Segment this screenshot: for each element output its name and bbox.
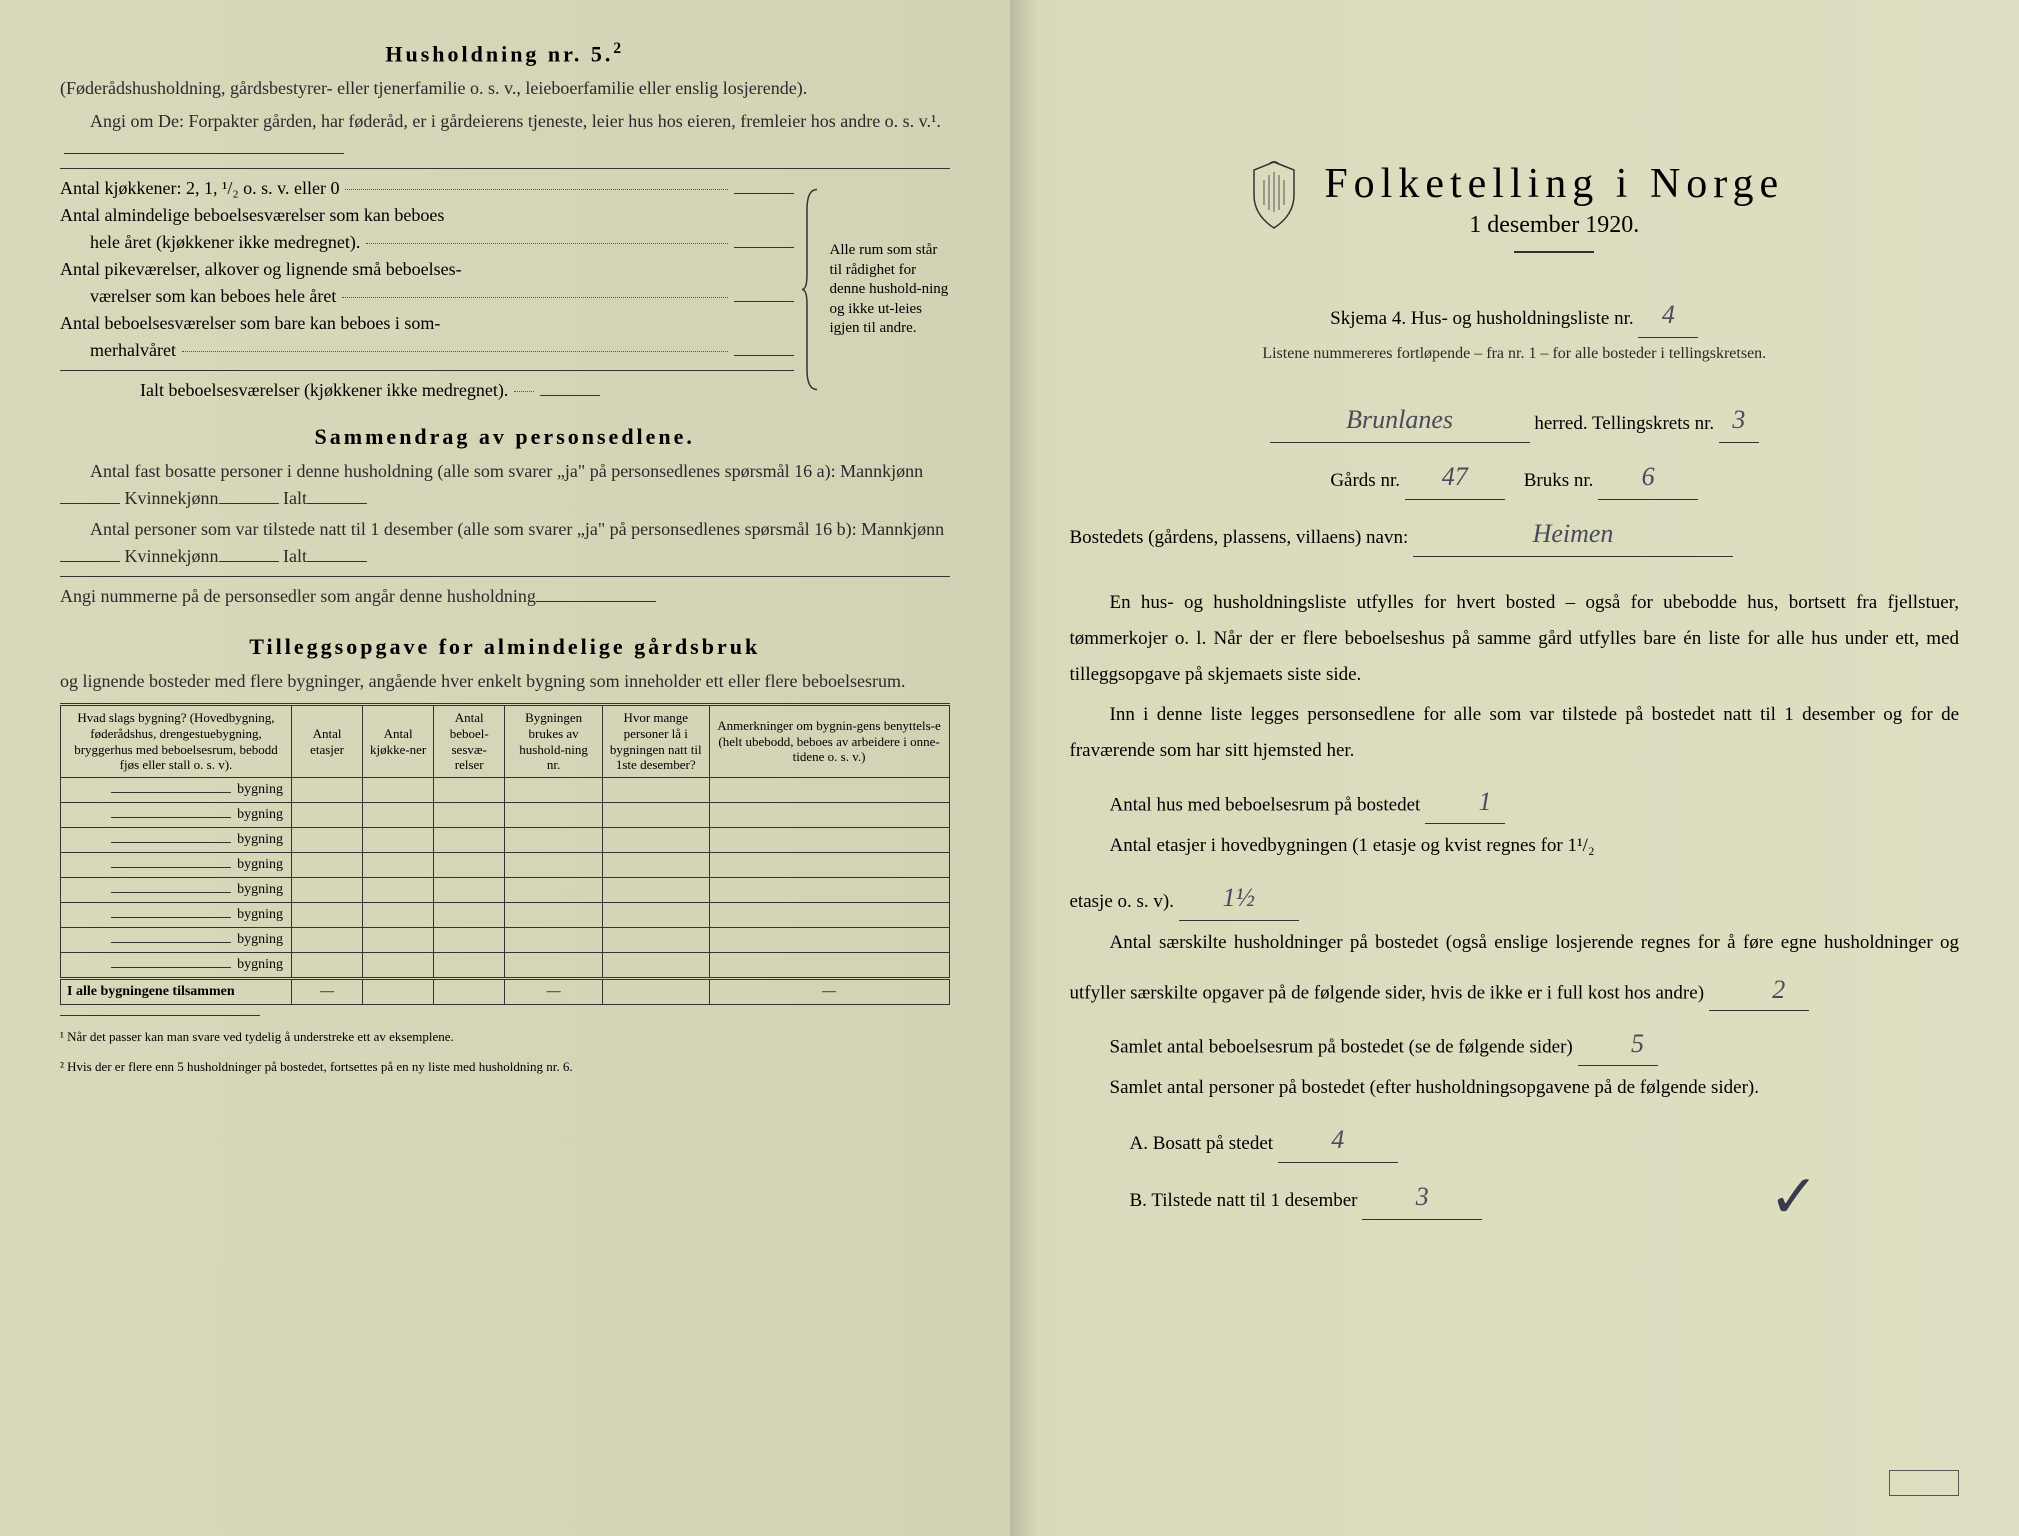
- q2-val: 1½: [1222, 883, 1255, 912]
- q4-val: 5: [1631, 1029, 1644, 1058]
- brace-icon: [802, 175, 822, 404]
- rooms2b: værelser som kan beboes hele året: [60, 283, 336, 310]
- right-page: Folketelling i Norge 1 desember 1920. Sk…: [1010, 0, 2019, 1536]
- qB-val: 3: [1416, 1182, 1429, 1211]
- q2-line-a: Antal etasjer i hovedbygningen (1 etasje…: [1070, 828, 1960, 864]
- main-title: Folketelling i Norge: [1324, 160, 1784, 208]
- th-4: Bygningen brukes av hushold-ning nr.: [505, 705, 603, 777]
- table-row: bygning: [61, 927, 950, 952]
- q3-val: 2: [1772, 975, 1785, 1004]
- th-5: Hvor mange personer lå i bygningen natt …: [602, 705, 709, 777]
- table-row: bygning: [61, 852, 950, 877]
- herred-val: Brunlanes: [1346, 405, 1453, 434]
- rule: [60, 168, 950, 169]
- summary-title: Sammendrag av personsedlene.: [60, 424, 950, 450]
- table-row: bygning: [61, 777, 950, 802]
- heading-husholdning-5: Husholdning nr. 5.2: [60, 40, 950, 67]
- skjema-val: 4: [1662, 300, 1675, 329]
- q4-line: Samlet antal beboelsesrum på bostedet (s…: [1070, 1015, 1960, 1065]
- left-page: Husholdning nr. 5.2 (Føderådshusholdning…: [0, 0, 1010, 1536]
- herred-line: Brunlanes herred. Tellingskrets nr. 3: [1070, 390, 1960, 443]
- qA-line: A. Bosatt på stedet 4: [1070, 1110, 1960, 1163]
- angi-text: Angi om De: Forpakter gården, har føderå…: [60, 108, 950, 162]
- footnote-2: ² Hvis der er flere enn 5 husholdninger …: [60, 1058, 950, 1076]
- th-0: Hvad slags bygning? (Hovedbygning, føder…: [61, 705, 292, 777]
- rooms3a: Antal beboelsesværelser som bare kan beb…: [60, 310, 440, 337]
- th-6: Anmerkninger om bygnin-gens benyttels-e …: [709, 705, 949, 777]
- crest-icon: [1244, 160, 1304, 230]
- q1-line: Antal hus med beboelsesrum på bostedet 1: [1070, 773, 1960, 823]
- printer-stamp: [1889, 1470, 1959, 1496]
- qA-val: 4: [1331, 1125, 1344, 1154]
- dash: —: [292, 978, 363, 1004]
- rooms1b: hele året (kjøkkener ikke medregnet).: [60, 229, 360, 256]
- right-body: En hus- og husholdningsliste utfylles fo…: [1070, 585, 1960, 1220]
- brace-text: Alle rum som står til rådighet for denne…: [830, 175, 950, 404]
- checkmark-icon: ✓: [1769, 1137, 1819, 1257]
- right-header: Folketelling i Norge 1 desember 1920.: [1070, 160, 1960, 265]
- table-row: bygning: [61, 802, 950, 827]
- th-3: Antal beboel-sesvæ-relser: [434, 705, 505, 777]
- table-row: bygning: [61, 952, 950, 978]
- addl-sub: og lignende bosteder med flere bygninger…: [60, 668, 950, 695]
- bosted-line: Bostedets (gårdens, plassens, villaens) …: [1070, 504, 1960, 557]
- krets-val: 3: [1732, 405, 1745, 434]
- q1-val: 1: [1479, 787, 1492, 816]
- kitchens-label: Antal kjøkkener: 2, 1, ¹/₂ o. s. v. elle…: [60, 175, 339, 202]
- rooms1a: Antal almindelige beboelsesværelser som …: [60, 202, 444, 229]
- divider: [1514, 251, 1594, 253]
- summary-1: Antal fast bosatte personer i denne hush…: [60, 458, 950, 512]
- summary-2: Antal personer som var tilstede natt til…: [60, 516, 950, 570]
- bosted-val: Heimen: [1533, 519, 1614, 548]
- table-row: bygning: [61, 827, 950, 852]
- rooms2a: Antal pikeværelser, alkover og lignende …: [60, 256, 462, 283]
- dash: —: [709, 978, 949, 1004]
- rooms-total: Ialt beboelsesværelser (kjøkkener ikke m…: [140, 377, 508, 404]
- gards-val: 47: [1442, 462, 1468, 491]
- total-label: I alle bygningene tilsammen: [61, 978, 292, 1004]
- summary-3: Angi nummerne på de personsedler som ang…: [60, 583, 950, 610]
- bruks-val: 6: [1642, 462, 1655, 491]
- rooms3b: merhalvåret: [60, 337, 176, 364]
- q3-line: Antal særskilte husholdninger på bostede…: [1070, 925, 1960, 1011]
- gards-line: Gårds nr. 47 Bruks nr. 6: [1070, 447, 1960, 500]
- listene: Listene nummereres fortløpende – fra nr.…: [1070, 342, 1960, 366]
- q2-line-b: etasje o. s. v). 1½: [1070, 868, 1960, 921]
- para1: En hus- og husholdningsliste utfylles fo…: [1070, 585, 1960, 693]
- th-2: Antal kjøkke-ner: [363, 705, 434, 777]
- qB-line: B. Tilstede natt til 1 desember 3 ✓: [1070, 1167, 1960, 1220]
- th-1: Antal etasjer: [292, 705, 363, 777]
- subtitle: 1 desember 1920.: [1324, 212, 1784, 239]
- addl-title: Tilleggsopgave for almindelige gårdsbruk: [60, 634, 950, 660]
- footnote-1: ¹ Når det passer kan man svare ved tydel…: [60, 1028, 950, 1046]
- dash: —: [505, 978, 603, 1004]
- para2: Inn i denne liste legges personsedlene f…: [1070, 697, 1960, 769]
- q5-line: Samlet antal personer på bostedet (efter…: [1070, 1070, 1960, 1106]
- bygning-table: Hvad slags bygning? (Hovedbygning, føder…: [60, 703, 950, 1004]
- table-row: bygning: [61, 902, 950, 927]
- table-row: bygning: [61, 877, 950, 902]
- room-block: Antal kjøkkener: 2, 1, ¹/₂ o. s. v. elle…: [60, 175, 950, 404]
- skjema-line: Skjema 4. Hus- og husholdningsliste nr. …: [1070, 285, 1960, 338]
- footnote-rule: [60, 1015, 260, 1016]
- sub-5: (Føderådshusholdning, gårdsbestyrer- ell…: [60, 75, 950, 102]
